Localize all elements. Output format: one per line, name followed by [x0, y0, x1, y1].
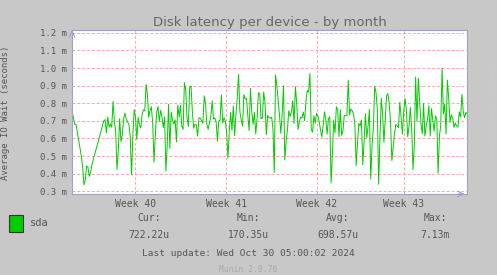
- Text: Avg:: Avg:: [326, 213, 350, 223]
- Text: Munin 2.0.76: Munin 2.0.76: [219, 265, 278, 274]
- Text: sda: sda: [30, 218, 49, 229]
- Text: Average IO Wait (seconds): Average IO Wait (seconds): [1, 46, 10, 180]
- Text: Max:: Max:: [423, 213, 447, 223]
- Text: 170.35u: 170.35u: [228, 230, 269, 240]
- Title: Disk latency per device - by month: Disk latency per device - by month: [153, 16, 387, 29]
- Text: 722.22u: 722.22u: [129, 230, 169, 240]
- Text: 698.57u: 698.57u: [318, 230, 358, 240]
- Text: 7.13m: 7.13m: [420, 230, 450, 240]
- Text: Last update: Wed Oct 30 05:00:02 2024: Last update: Wed Oct 30 05:00:02 2024: [142, 249, 355, 258]
- Text: RRDTOOL / TOBI OETIKER: RRDTOOL / TOBI OETIKER: [487, 66, 493, 160]
- Text: Cur:: Cur:: [137, 213, 161, 223]
- Text: Min:: Min:: [237, 213, 260, 223]
